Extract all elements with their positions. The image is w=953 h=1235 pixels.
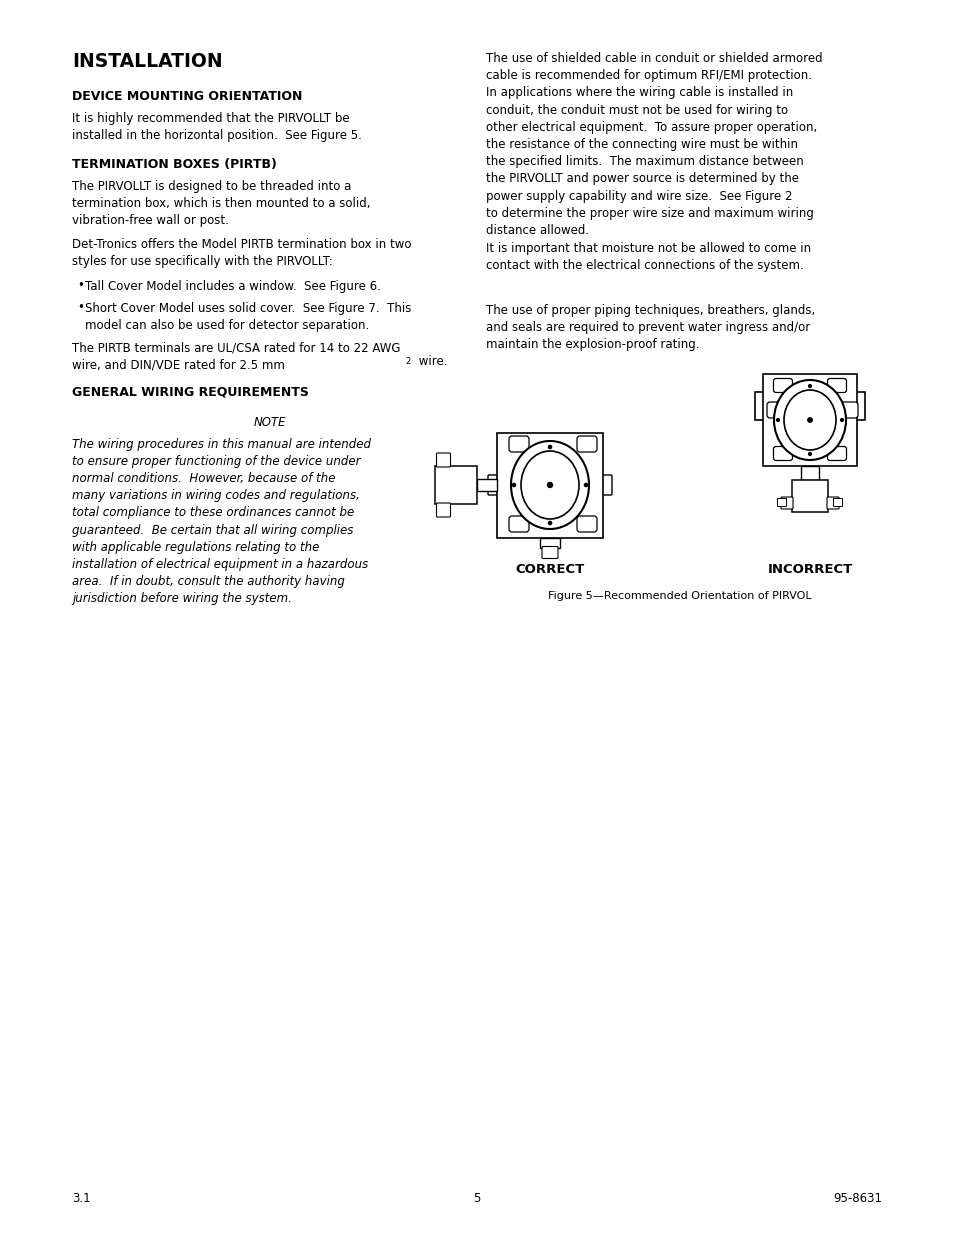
Circle shape: [547, 483, 552, 488]
FancyBboxPatch shape: [436, 453, 450, 467]
Ellipse shape: [520, 451, 578, 519]
Text: DEVICE MOUNTING ORIENTATION: DEVICE MOUNTING ORIENTATION: [71, 90, 302, 103]
Ellipse shape: [511, 441, 588, 529]
Text: TERMINATION BOXES (PIRTB): TERMINATION BOXES (PIRTB): [71, 158, 276, 170]
Text: The use of proper piping techniques, breathers, glands,
and seals are required t: The use of proper piping techniques, bre…: [485, 304, 815, 352]
FancyBboxPatch shape: [773, 447, 792, 461]
Text: 5: 5: [473, 1192, 480, 1205]
FancyBboxPatch shape: [833, 499, 841, 506]
Text: •: •: [77, 300, 84, 314]
Circle shape: [584, 483, 587, 487]
Circle shape: [548, 521, 551, 525]
Ellipse shape: [773, 380, 845, 459]
Text: The use of shielded cable in conduit or shielded armored
cable is recommended fo: The use of shielded cable in conduit or …: [485, 52, 821, 237]
Circle shape: [776, 419, 779, 421]
Circle shape: [840, 419, 842, 421]
Text: INCORRECT: INCORRECT: [766, 563, 852, 576]
Text: wire.: wire.: [415, 356, 447, 368]
FancyBboxPatch shape: [791, 480, 827, 513]
Text: The PIRTB terminals are UL/CSA rated for 14 to 22 AWG
wire, and DIN/VDE rated fo: The PIRTB terminals are UL/CSA rated for…: [71, 342, 400, 372]
FancyBboxPatch shape: [826, 496, 838, 509]
Text: 95-8631: 95-8631: [832, 1192, 882, 1205]
FancyBboxPatch shape: [436, 503, 450, 517]
FancyBboxPatch shape: [577, 516, 597, 532]
Circle shape: [807, 417, 811, 422]
FancyBboxPatch shape: [837, 403, 857, 417]
FancyBboxPatch shape: [435, 466, 477, 504]
Circle shape: [548, 446, 551, 448]
Text: Short Cover Model uses solid cover.  See Figure 7.  This
model can also be used : Short Cover Model uses solid cover. See …: [85, 301, 411, 331]
FancyBboxPatch shape: [766, 403, 786, 417]
Text: 2: 2: [405, 357, 410, 366]
FancyBboxPatch shape: [781, 496, 792, 509]
Text: •: •: [77, 279, 84, 291]
Text: The wiring procedures in this manual are intended
to ensure proper functioning o: The wiring procedures in this manual are…: [71, 437, 371, 605]
FancyBboxPatch shape: [777, 499, 785, 506]
Text: CORRECT: CORRECT: [515, 563, 584, 576]
FancyBboxPatch shape: [488, 475, 497, 495]
FancyBboxPatch shape: [826, 378, 845, 393]
FancyBboxPatch shape: [497, 432, 602, 537]
Text: INSTALLATION: INSTALLATION: [71, 52, 222, 70]
Text: 3.1: 3.1: [71, 1192, 91, 1205]
Ellipse shape: [783, 390, 835, 450]
FancyBboxPatch shape: [509, 516, 529, 532]
FancyBboxPatch shape: [773, 378, 792, 393]
Text: Tall Cover Model includes a window.  See Figure 6.: Tall Cover Model includes a window. See …: [85, 280, 380, 293]
Text: It is important that moisture not be allowed to come in
contact with the electri: It is important that moisture not be all…: [485, 242, 810, 272]
FancyBboxPatch shape: [754, 391, 864, 420]
FancyBboxPatch shape: [541, 547, 558, 558]
Text: It is highly recommended that the PIRVOLLT be
installed in the horizontal positi: It is highly recommended that the PIRVOL…: [71, 112, 361, 142]
Text: GENERAL WIRING REQUIREMENTS: GENERAL WIRING REQUIREMENTS: [71, 385, 309, 399]
Text: NOTE: NOTE: [253, 415, 286, 429]
Bar: [539, 537, 559, 547]
FancyBboxPatch shape: [601, 475, 612, 495]
Text: Figure 5—Recommended Orientation of PIRVOL: Figure 5—Recommended Orientation of PIRV…: [548, 592, 811, 601]
FancyBboxPatch shape: [761, 374, 857, 466]
Circle shape: [808, 452, 811, 456]
FancyBboxPatch shape: [577, 436, 597, 452]
Circle shape: [512, 483, 515, 487]
Circle shape: [808, 384, 811, 388]
Text: Det-Tronics offers the Model PIRTB termination box in two
styles for use specifi: Det-Tronics offers the Model PIRTB termi…: [71, 238, 411, 268]
FancyBboxPatch shape: [509, 436, 529, 452]
Text: The PIRVOLLT is designed to be threaded into a
termination box, which is then mo: The PIRVOLLT is designed to be threaded …: [71, 180, 370, 227]
Bar: [801, 466, 818, 480]
FancyBboxPatch shape: [826, 447, 845, 461]
Bar: [477, 479, 497, 492]
